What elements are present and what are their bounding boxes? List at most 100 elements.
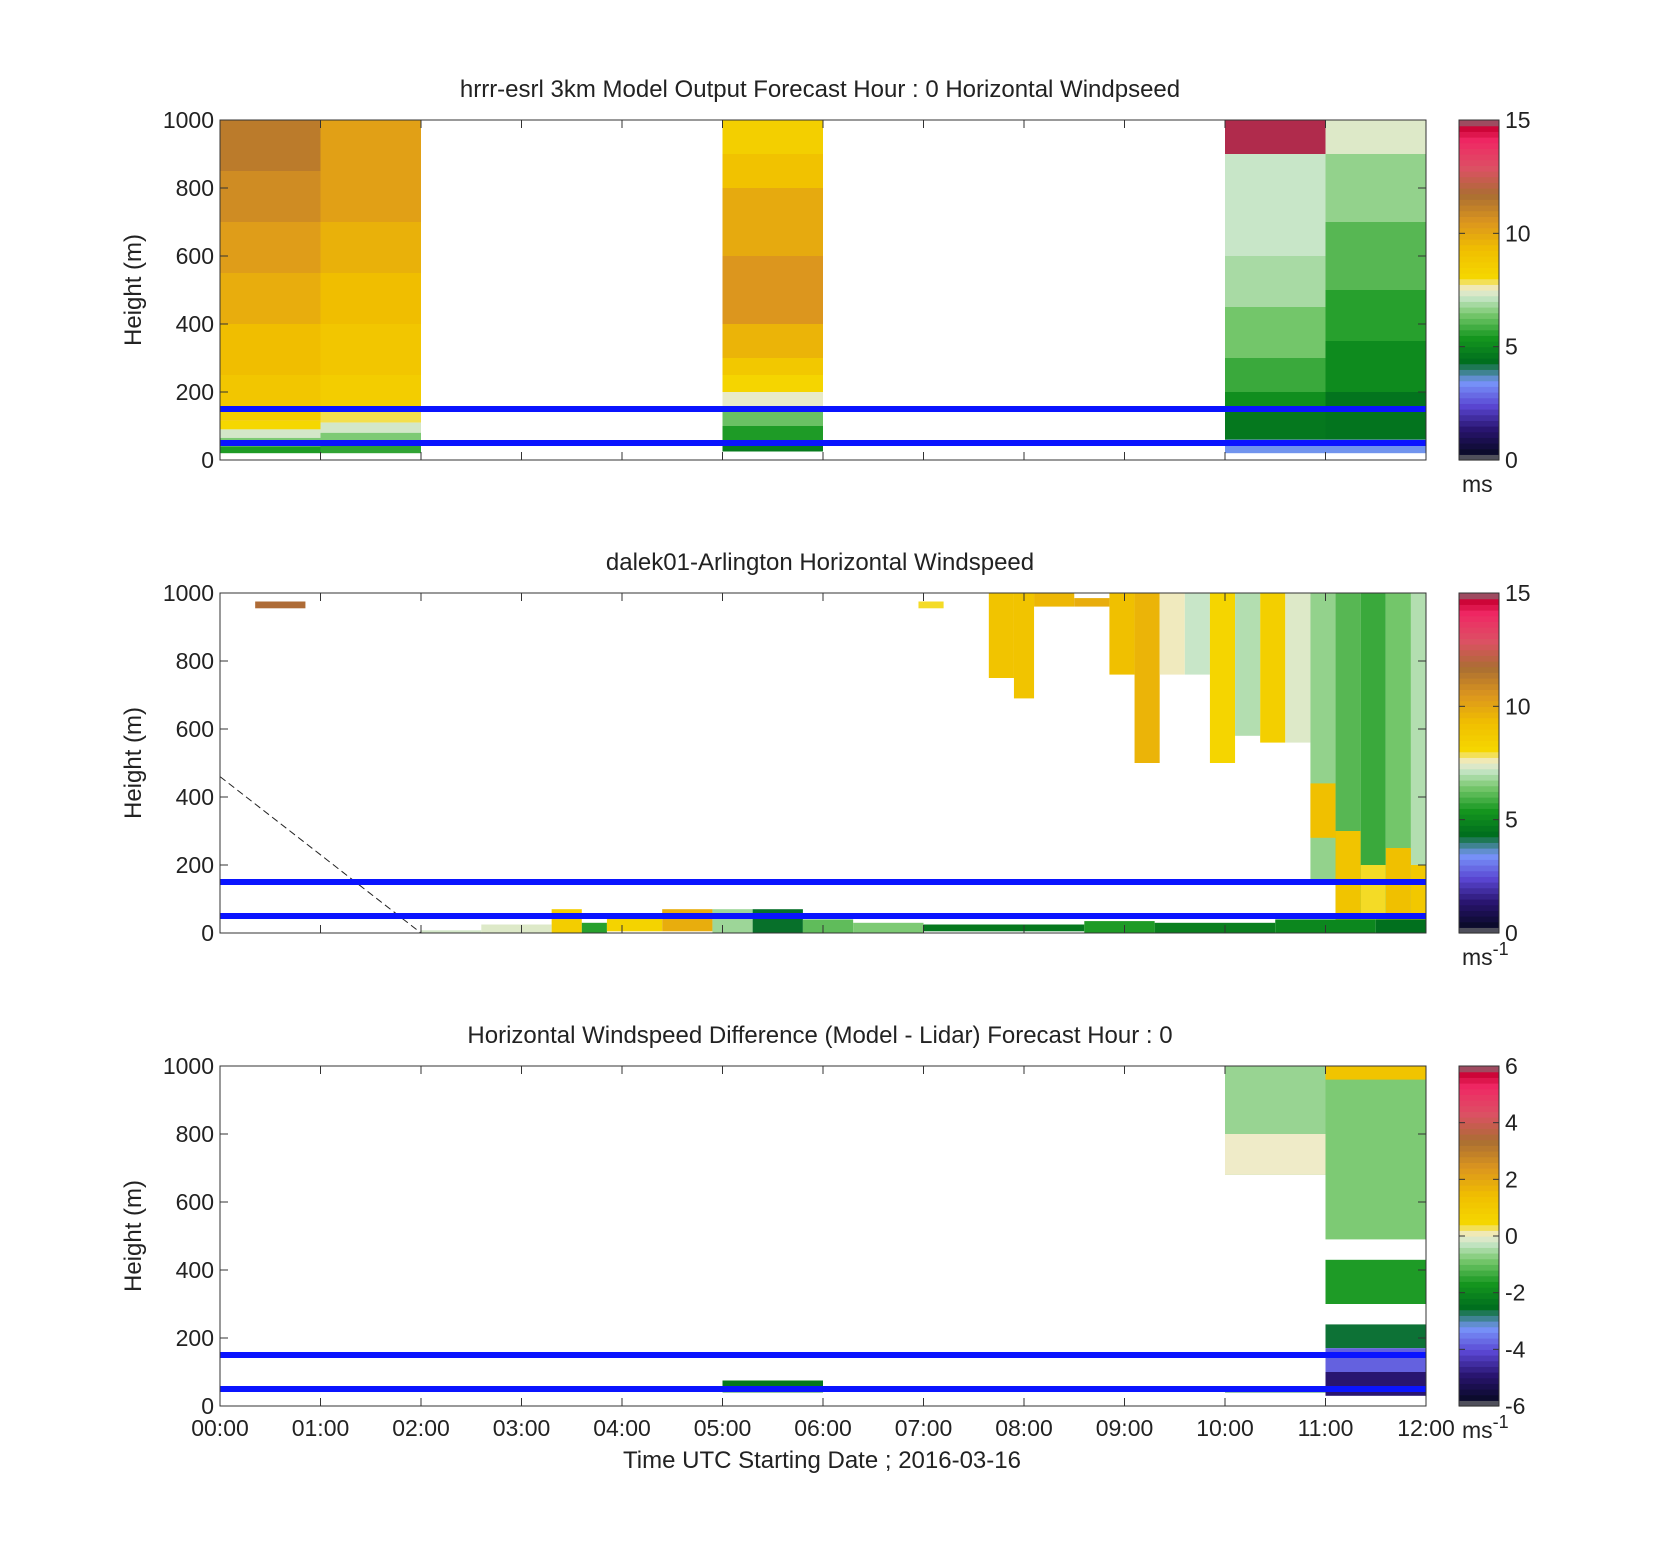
heatmap-cell bbox=[1325, 1372, 1426, 1396]
heatmap-cell bbox=[1325, 1066, 1426, 1080]
colorbar-segment bbox=[1459, 831, 1499, 838]
colorbar-segment bbox=[1459, 751, 1499, 758]
colorbar-segment bbox=[1459, 904, 1499, 911]
colorbar-segment bbox=[1459, 392, 1499, 399]
colorbar-segment bbox=[1459, 318, 1499, 325]
y-tick-label: 600 bbox=[176, 1189, 214, 1215]
colorbar-segment bbox=[1459, 267, 1499, 274]
colorbar-segment bbox=[1459, 819, 1499, 826]
heatmap-cell bbox=[1325, 154, 1426, 222]
colorbar-segment bbox=[1459, 887, 1499, 894]
colorbar-segment bbox=[1459, 431, 1499, 438]
colorbar-segment bbox=[1459, 1292, 1499, 1299]
colorbar-segment bbox=[1459, 324, 1499, 331]
heatmap-cell bbox=[551, 909, 582, 933]
colorbar-frame bbox=[1458, 119, 1500, 461]
heatmap-cell bbox=[320, 422, 421, 433]
colorbar-segment bbox=[1459, 380, 1499, 387]
colorbar-segment bbox=[1459, 865, 1499, 872]
colorbar-unit-label: ms-1 bbox=[1462, 1412, 1509, 1443]
heatmap-cell bbox=[320, 120, 421, 222]
colorbar-segment bbox=[1459, 757, 1499, 764]
x-tick-label: 12:00 bbox=[1397, 1415, 1455, 1441]
colorbar-segment bbox=[1459, 695, 1499, 702]
colorbar-segment bbox=[1459, 1247, 1499, 1254]
heatmap-cell bbox=[853, 922, 924, 933]
heatmap-cell bbox=[1225, 256, 1326, 307]
heatmap-cell bbox=[220, 324, 321, 375]
heatmap-cell bbox=[923, 924, 1085, 932]
colorbar-segment bbox=[1459, 1111, 1499, 1118]
colorbar-segment bbox=[1459, 154, 1499, 161]
colorbar-segment bbox=[1459, 1071, 1499, 1078]
colorbar-tick-label: -2 bbox=[1505, 1280, 1525, 1306]
heatmap-cell bbox=[220, 420, 321, 430]
heatmap-cell bbox=[1225, 1134, 1326, 1175]
colorbar-segment bbox=[1459, 273, 1499, 280]
colorbar-segment bbox=[1459, 176, 1499, 183]
colorbar-segment bbox=[1459, 870, 1499, 877]
colorbar-segment bbox=[1459, 227, 1499, 234]
colorbar-segment bbox=[1459, 1321, 1499, 1328]
colorbar-segment bbox=[1459, 142, 1499, 149]
colorbar-segment bbox=[1459, 610, 1499, 617]
colorbar-segment bbox=[1459, 205, 1499, 212]
colorbar-segment bbox=[1459, 1139, 1499, 1146]
colorbar-segment bbox=[1459, 1287, 1499, 1294]
colorbar-segment bbox=[1459, 1156, 1499, 1163]
colorbar-segment bbox=[1459, 1264, 1499, 1271]
colorbar-segment bbox=[1459, 239, 1499, 246]
colorbar-segment bbox=[1459, 666, 1499, 673]
colorbar-segment bbox=[1459, 621, 1499, 628]
colorbar-segment bbox=[1459, 1094, 1499, 1101]
y-tick-label: 600 bbox=[176, 716, 214, 742]
colorbar-segment bbox=[1459, 632, 1499, 639]
heatmap-cell bbox=[1209, 593, 1236, 763]
y-tick-label: 400 bbox=[176, 1257, 214, 1283]
colorbar-segment bbox=[1459, 1309, 1499, 1316]
colorbar-segment bbox=[1459, 916, 1499, 923]
colorbar-segment bbox=[1459, 1338, 1499, 1345]
colorbar-unit-exponent: -1 bbox=[1493, 1412, 1509, 1432]
colorbar-segment bbox=[1459, 188, 1499, 195]
colorbar-unit-label: ms-1 bbox=[1462, 939, 1509, 970]
colorbar-segment bbox=[1459, 1275, 1499, 1282]
panel-model: hrrr-esrl 3km Model Output Forecast Hour… bbox=[120, 76, 1531, 497]
colorbar-segment bbox=[1459, 159, 1499, 166]
heatmap-cell bbox=[1285, 593, 1311, 743]
colorbar-segment bbox=[1459, 131, 1499, 138]
colorbar-segment bbox=[1459, 301, 1499, 308]
colorbar-segment bbox=[1459, 256, 1499, 263]
heatmap-cell bbox=[1325, 1066, 1426, 1240]
heatmap-cell bbox=[220, 429, 321, 438]
heatmap-cell bbox=[220, 409, 321, 421]
heatmap-cell bbox=[722, 375, 823, 392]
heatmap-cell bbox=[320, 432, 421, 443]
colorbar-unit-label: ms bbox=[1462, 471, 1493, 497]
y-tick-label: 400 bbox=[176, 784, 214, 810]
heatmap-cell bbox=[320, 409, 421, 423]
colorbar-segment bbox=[1459, 1117, 1499, 1124]
heatmap-area: 00:00 01:00 02:00 03:00 04:00 05:00 06:00 07:00… bbox=[163, 1053, 1526, 1443]
colorbar-segment bbox=[1459, 797, 1499, 804]
colorbar-segment bbox=[1459, 1088, 1499, 1095]
colorbar-segment bbox=[1459, 1360, 1499, 1367]
colorbar-segment bbox=[1459, 307, 1499, 314]
heatmap-cell bbox=[1034, 593, 1075, 607]
colorbar-segment bbox=[1459, 661, 1499, 668]
heatmap-cell bbox=[481, 924, 552, 933]
colorbar-segment bbox=[1459, 1179, 1499, 1186]
colorbar-tick-label: 5 bbox=[1505, 807, 1518, 833]
colorbar-segment bbox=[1459, 1230, 1499, 1237]
colorbar-segment bbox=[1459, 1202, 1499, 1209]
colorbar-segment bbox=[1459, 250, 1499, 257]
heatmap-cell bbox=[722, 324, 823, 358]
x-tick-label: 07:00 bbox=[895, 1415, 953, 1441]
colorbar-tick-label: 2 bbox=[1505, 1166, 1518, 1192]
heatmap-cell bbox=[320, 443, 421, 454]
colorbar-segment bbox=[1459, 165, 1499, 172]
colorbar-segment bbox=[1459, 199, 1499, 206]
colorbar-segment bbox=[1459, 1083, 1499, 1090]
colorbar-segment bbox=[1459, 1145, 1499, 1152]
panel-title: Horizontal Windspeed Difference (Model -… bbox=[467, 1022, 1172, 1049]
